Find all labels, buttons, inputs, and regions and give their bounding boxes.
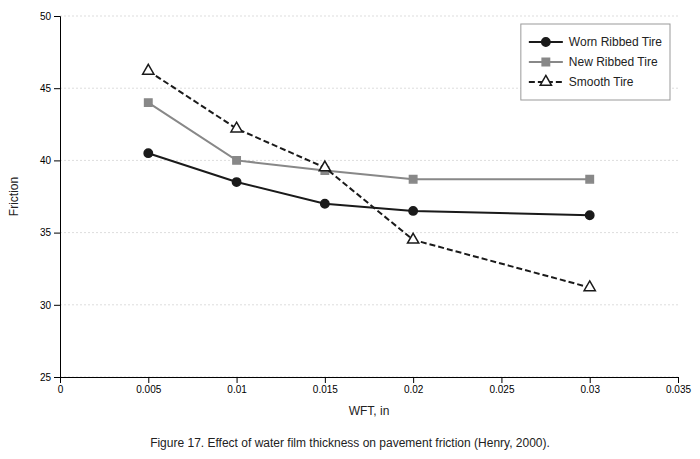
tick-label: 0.02 bbox=[404, 384, 424, 395]
point bbox=[321, 200, 329, 208]
tick: 0.02 bbox=[404, 377, 424, 395]
grid-line bbox=[60, 16, 678, 17]
tick-mark bbox=[54, 377, 60, 378]
chart: 0 0.005 0.01 0.015 0.02 0.025 0.03 0.035 25 30 35 4… bbox=[0, 0, 700, 459]
tick: 40 bbox=[40, 155, 60, 166]
point bbox=[233, 157, 240, 164]
point bbox=[409, 175, 416, 182]
chart-container: 0 0.005 0.01 0.015 0.02 0.025 0.03 0.035 25 30 35 4… bbox=[0, 0, 700, 459]
point bbox=[232, 178, 240, 186]
line bbox=[148, 71, 589, 288]
tick: 45 bbox=[40, 83, 60, 94]
tick-label: 50 bbox=[40, 11, 52, 22]
tick: 0.01 bbox=[227, 377, 247, 395]
tick-mark bbox=[678, 377, 679, 383]
tick: 0.015 bbox=[313, 377, 338, 395]
tick-mark bbox=[54, 233, 60, 234]
tick-mark bbox=[325, 377, 326, 383]
tick-label: 0.015 bbox=[313, 384, 338, 395]
axis-line bbox=[61, 378, 679, 384]
caption: Figure 17. Effect of water film thicknes… bbox=[150, 436, 550, 450]
legend-marker bbox=[542, 58, 549, 65]
tick-label: 0 bbox=[58, 384, 64, 395]
axis-line bbox=[54, 17, 61, 378]
x-axis: 0 0.005 0.01 0.015 0.02 0.025 0.03 0.035 bbox=[58, 377, 692, 395]
tick-label: 0.03 bbox=[580, 384, 600, 395]
tick-label: 40 bbox=[40, 155, 52, 166]
tick-mark bbox=[501, 377, 502, 383]
y-axis-title: Friction bbox=[7, 177, 21, 216]
point bbox=[319, 161, 330, 171]
legend-box bbox=[521, 24, 670, 100]
plot: 0 0.005 0.01 0.015 0.02 0.025 0.03 0.035 25 30 35 4… bbox=[7, 11, 691, 418]
tick: 0.03 bbox=[580, 377, 600, 395]
tick-label: 0.035 bbox=[666, 384, 691, 395]
point bbox=[584, 281, 595, 291]
legend: Worn Ribbed Tire New Ribbed Tire Smooth Ti… bbox=[521, 24, 670, 100]
point bbox=[409, 207, 417, 215]
point bbox=[586, 211, 594, 219]
tick-label: 35 bbox=[40, 227, 52, 238]
tick: 50 bbox=[40, 11, 60, 22]
tick: 30 bbox=[40, 300, 60, 311]
grid-line bbox=[60, 304, 678, 305]
grid-line bbox=[60, 160, 678, 161]
point bbox=[586, 175, 593, 182]
legend-item: New Ribbed Tire bbox=[529, 55, 658, 69]
tick-mark bbox=[54, 88, 60, 89]
tick-label: 30 bbox=[40, 300, 52, 311]
tick-mark bbox=[590, 377, 591, 383]
tick: 0.025 bbox=[489, 377, 514, 395]
tick-label: 25 bbox=[40, 372, 52, 383]
legend-marker bbox=[542, 38, 550, 46]
tick: 0 bbox=[58, 377, 64, 395]
grid bbox=[60, 16, 678, 377]
point bbox=[143, 64, 154, 74]
x-axis-title: WFT, in bbox=[349, 404, 390, 418]
point bbox=[231, 122, 242, 132]
legend-label: Smooth Tire bbox=[569, 75, 634, 89]
tick-label: 45 bbox=[40, 83, 52, 94]
tick-label: 0.01 bbox=[227, 384, 247, 395]
tick: 0.005 bbox=[136, 377, 161, 395]
legend-marker bbox=[540, 75, 551, 85]
tick-mark bbox=[237, 377, 238, 383]
tick-mark bbox=[54, 160, 60, 161]
point bbox=[408, 233, 419, 243]
point bbox=[145, 99, 152, 106]
legend-label: New Ribbed Tire bbox=[569, 55, 658, 69]
y-axis: 25 30 35 40 45 50 bbox=[40, 11, 61, 383]
tick-mark bbox=[413, 377, 414, 383]
grid-line bbox=[60, 232, 678, 233]
line bbox=[148, 103, 589, 180]
line bbox=[148, 153, 589, 215]
tick-label: 0.025 bbox=[489, 384, 514, 395]
point bbox=[144, 149, 152, 157]
tick-mark bbox=[54, 16, 60, 17]
legend-item: Smooth Tire bbox=[529, 75, 634, 89]
tick: 35 bbox=[40, 227, 60, 238]
tick-mark bbox=[54, 305, 60, 306]
tick-label: 0.005 bbox=[136, 384, 161, 395]
tick-mark bbox=[148, 377, 149, 383]
series bbox=[144, 149, 594, 219]
tick: 0.035 bbox=[666, 377, 691, 395]
tick: 25 bbox=[40, 372, 60, 383]
legend-item: Worn Ribbed Tire bbox=[529, 35, 662, 49]
legend-label: Worn Ribbed Tire bbox=[569, 35, 662, 49]
